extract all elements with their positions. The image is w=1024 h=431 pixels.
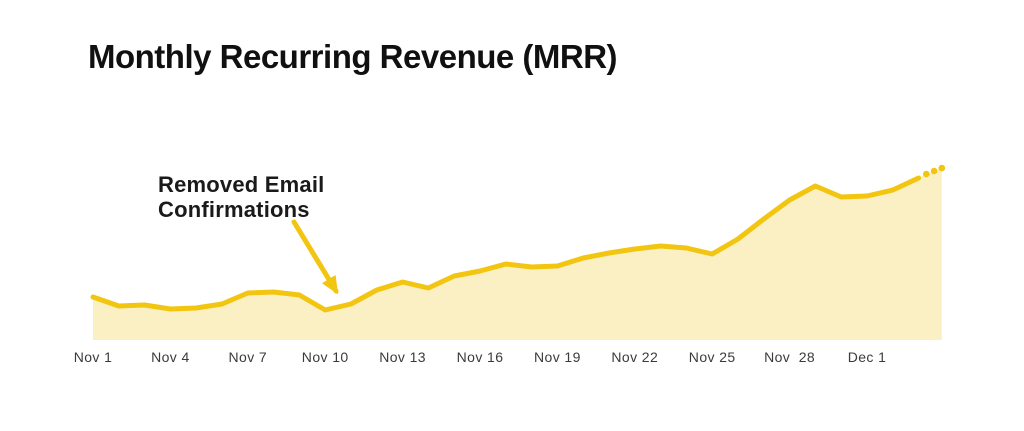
x-axis-tick: Nov 4 [151, 349, 190, 365]
chart-title: Monthly Recurring Revenue (MRR) [88, 38, 618, 75]
x-axis-tick: Nov 19 [534, 349, 581, 365]
mrr-area-fill [93, 168, 942, 340]
x-axis-tick: Nov 13 [379, 349, 426, 365]
x-axis-tick: Nov 22 [611, 349, 659, 365]
annotation-label: Removed Email Confirmations [158, 172, 324, 222]
x-axis-tick: Nov 16 [456, 349, 504, 365]
x-axis-tick: Nov 28 [764, 349, 816, 365]
mrr-line [90, 175, 922, 313]
annotation-arrow-icon [291, 219, 339, 295]
x-axis-tick: Nov 10 [301, 349, 349, 365]
x-axis-tick: Nov 7 [228, 349, 268, 365]
annotation-line1: Removed Email [158, 172, 325, 197]
x-axis-tick: Nov 1 [73, 349, 113, 365]
x-axis-tick: Dec 1 [847, 349, 887, 365]
projection-dot [930, 167, 938, 175]
projection-dot [923, 170, 930, 178]
projection-dot [938, 164, 946, 172]
x-axis-tick: Nov 25 [688, 349, 736, 365]
annotation-line2: Confirmations [158, 197, 310, 222]
mrr-projection-dots [923, 164, 946, 178]
